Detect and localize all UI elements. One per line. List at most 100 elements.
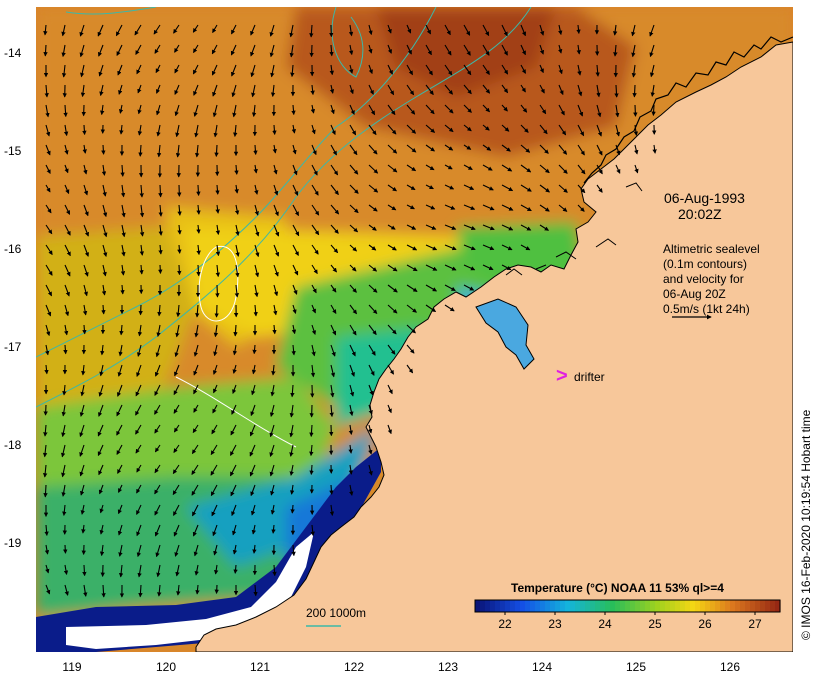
velocity-arrow	[349, 164, 359, 175]
velocity-arrow	[348, 464, 354, 475]
velocity-arrow	[330, 144, 337, 156]
velocity-arrow	[79, 424, 85, 438]
velocity-arrow	[558, 44, 563, 54]
velocity-arrow	[463, 264, 476, 271]
velocity-arrow	[444, 184, 455, 190]
velocity-arrow	[292, 184, 299, 196]
velocity-arrow	[81, 364, 86, 376]
velocity-arrow	[596, 104, 602, 118]
velocity-arrow	[210, 464, 218, 476]
colorbar-title: Temperature (°C) NOAA 11 53% ql>=4	[511, 581, 724, 595]
velocity-arrow	[651, 104, 656, 117]
velocity-arrow	[173, 404, 180, 414]
colorbar-cell	[620, 600, 626, 612]
velocity-arrow	[135, 44, 142, 56]
velocity-arrow	[387, 64, 393, 75]
velocity-arrow	[406, 24, 412, 34]
velocity-arrow	[137, 564, 142, 578]
velocity-arrow	[173, 524, 180, 537]
velocity-arrow	[139, 244, 145, 256]
velocity-arrow	[234, 204, 240, 215]
velocity-arrow	[539, 44, 545, 55]
velocity-arrow	[137, 124, 143, 136]
velocity-arrow	[102, 264, 107, 277]
velocity-arrow	[444, 224, 457, 230]
velocity-arrow	[482, 204, 495, 211]
velocity-arrow	[121, 224, 126, 238]
velocity-arrow	[173, 384, 180, 396]
velocity-arrow	[387, 304, 398, 314]
velocity-arrow	[98, 464, 104, 476]
velocity-arrow	[387, 204, 397, 211]
velocity-arrow	[311, 224, 320, 236]
velocity-arrow	[64, 184, 70, 195]
velocity-arrow	[387, 404, 392, 414]
velocity-arrow	[173, 424, 180, 433]
velocity-arrow	[368, 64, 373, 75]
colorbar-cell	[520, 600, 526, 612]
velocity-arrow	[61, 464, 66, 478]
velocity-arrow	[501, 84, 509, 94]
velocity-arrow	[463, 224, 476, 231]
velocity-arrow	[406, 64, 413, 76]
colorbar-tick-label: 25	[648, 617, 662, 631]
velocity-arrow	[463, 84, 472, 95]
velocity-arrow	[99, 524, 104, 535]
velocity-arrow	[212, 24, 218, 34]
velocity-arrow	[615, 104, 620, 118]
velocity-arrow	[387, 44, 392, 54]
velocity-arrow	[368, 384, 374, 396]
velocity-arrow	[368, 404, 373, 415]
velocity-arrow	[292, 304, 297, 314]
velocity-arrow	[348, 24, 354, 37]
velocity-arrow	[44, 544, 50, 555]
velocity-arrow	[501, 164, 513, 172]
velocity-arrow	[406, 284, 418, 292]
velocity-arrow	[482, 164, 493, 171]
velocity-arrow	[136, 524, 142, 537]
velocity-arrow	[349, 144, 358, 156]
velocity-arrow	[501, 44, 508, 56]
velocity-arrow	[254, 284, 259, 298]
velocity-arrow	[444, 164, 453, 170]
velocity-arrow	[425, 264, 438, 271]
velocity-arrow	[329, 504, 335, 517]
colorbar-cell	[545, 600, 551, 612]
velocity-arrow	[99, 544, 105, 557]
velocity-arrow	[330, 324, 337, 336]
velocity-arrow	[576, 24, 581, 35]
velocity-arrow	[329, 404, 334, 418]
colorbar-tick-label: 23	[548, 617, 562, 631]
velocity-arrow	[83, 184, 89, 196]
colorbar-cell	[660, 600, 666, 612]
velocity-arrow	[425, 184, 434, 190]
velocity-arrow	[177, 264, 182, 276]
velocity-arrow	[45, 344, 50, 356]
velocity-arrow	[134, 24, 142, 36]
velocity-arrow	[406, 364, 414, 374]
velocity-arrow	[120, 284, 125, 295]
velocity-arrow	[154, 484, 161, 495]
velocity-arrow	[269, 424, 275, 438]
velocity-arrow	[330, 344, 336, 357]
velocity-arrow	[63, 104, 68, 118]
velocity-arrow	[520, 184, 532, 192]
lat-label: -18	[4, 438, 22, 452]
velocity-arrow	[193, 104, 199, 117]
velocity-arrow	[349, 484, 354, 496]
velocity-arrow	[520, 244, 531, 251]
velocity-arrow	[175, 324, 180, 338]
colorbar-cell	[755, 600, 761, 612]
velocity-arrow	[289, 404, 294, 418]
velocity-arrow	[97, 424, 104, 437]
velocity-arrow	[45, 164, 51, 175]
velocity-arrow	[45, 244, 53, 256]
velocity-arrow	[138, 304, 143, 316]
colorbar-cell	[750, 600, 756, 612]
lat-label: -14	[4, 46, 22, 60]
velocity-arrow	[137, 324, 143, 337]
velocity-arrow	[173, 444, 180, 454]
velocity-arrow	[368, 324, 377, 336]
velocity-arrow	[119, 124, 124, 135]
velocity-arrow	[482, 44, 490, 56]
